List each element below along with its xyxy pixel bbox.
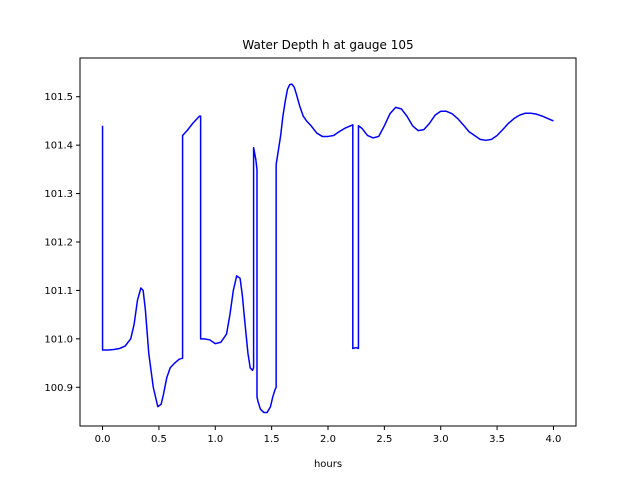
y-tick-label: 101.5 xyxy=(44,92,73,103)
y-tick-label: 100.9 xyxy=(44,383,73,394)
y-tick-label: 101.3 xyxy=(44,189,73,200)
y-axis-ticks: 100.9 101.0 101.1 101.2 101.3 101.4 101.5 xyxy=(44,92,80,394)
series-layer xyxy=(101,83,554,414)
x-tick-label: 1.5 xyxy=(264,434,280,445)
x-tick-label: 3.0 xyxy=(433,434,449,445)
x-axis-label: hours xyxy=(314,459,342,470)
chart-title: Water Depth h at gauge 105 xyxy=(242,38,413,52)
x-tick-label: 2.5 xyxy=(376,434,392,445)
y-tick-label: 101.2 xyxy=(44,238,73,249)
y-tick-label: 101.4 xyxy=(44,141,73,152)
x-tick-label: 2.0 xyxy=(320,434,336,445)
series-line-1 xyxy=(101,83,554,414)
x-axis-ticks: 0.0 0.5 1.0 1.5 2.0 2.5 3.0 3.5 4.0 xyxy=(95,426,562,445)
x-tick-label: 0.5 xyxy=(151,434,167,445)
x-tick-label: 3.5 xyxy=(489,434,505,445)
x-tick-label: 4.0 xyxy=(546,434,562,445)
x-tick-label: 0.0 xyxy=(95,434,111,445)
y-tick-label: 101.1 xyxy=(44,286,73,297)
x-tick-label: 1.0 xyxy=(207,434,223,445)
y-tick-label: 101.0 xyxy=(44,334,73,345)
